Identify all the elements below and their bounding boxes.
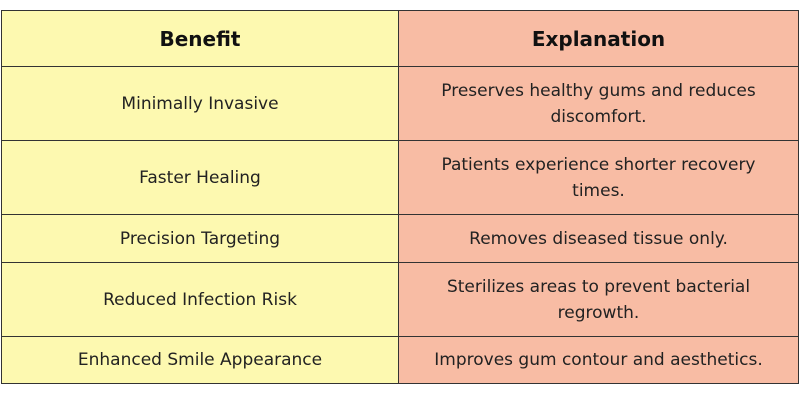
header-benefit: Benefit (1, 10, 399, 67)
explanation-cell: Removes diseased tissue only. (398, 214, 799, 263)
header-row: Benefit Explanation (1, 10, 799, 67)
benefit-cell: Faster Healing (1, 140, 399, 215)
benefit-cell: Enhanced Smile Appearance (1, 336, 399, 384)
benefit-cell: Reduced Infection Risk (1, 262, 399, 337)
benefit-cell: Precision Targeting (1, 214, 399, 263)
table-body: Minimally Invasive Preserves healthy gum… (1, 66, 799, 384)
benefits-table: Benefit Explanation Minimally Invasive P… (1, 10, 799, 384)
header-explanation: Explanation (398, 10, 799, 67)
table-row: Reduced Infection Risk Sterilizes areas … (1, 262, 799, 337)
explanation-cell: Improves gum contour and aesthetics. (398, 336, 799, 384)
benefit-cell: Minimally Invasive (1, 66, 399, 141)
explanation-cell: Patients experience shorter recovery tim… (398, 140, 799, 215)
table-row: Faster Healing Patients experience short… (1, 140, 799, 215)
table-header: Benefit Explanation (1, 10, 799, 67)
table-row: Minimally Invasive Preserves healthy gum… (1, 66, 799, 141)
table-row: Precision Targeting Removes diseased tis… (1, 214, 799, 263)
table-row: Enhanced Smile Appearance Improves gum c… (1, 336, 799, 384)
explanation-cell: Preserves healthy gums and reduces disco… (398, 66, 799, 141)
explanation-cell: Sterilizes areas to prevent bacterial re… (398, 262, 799, 337)
